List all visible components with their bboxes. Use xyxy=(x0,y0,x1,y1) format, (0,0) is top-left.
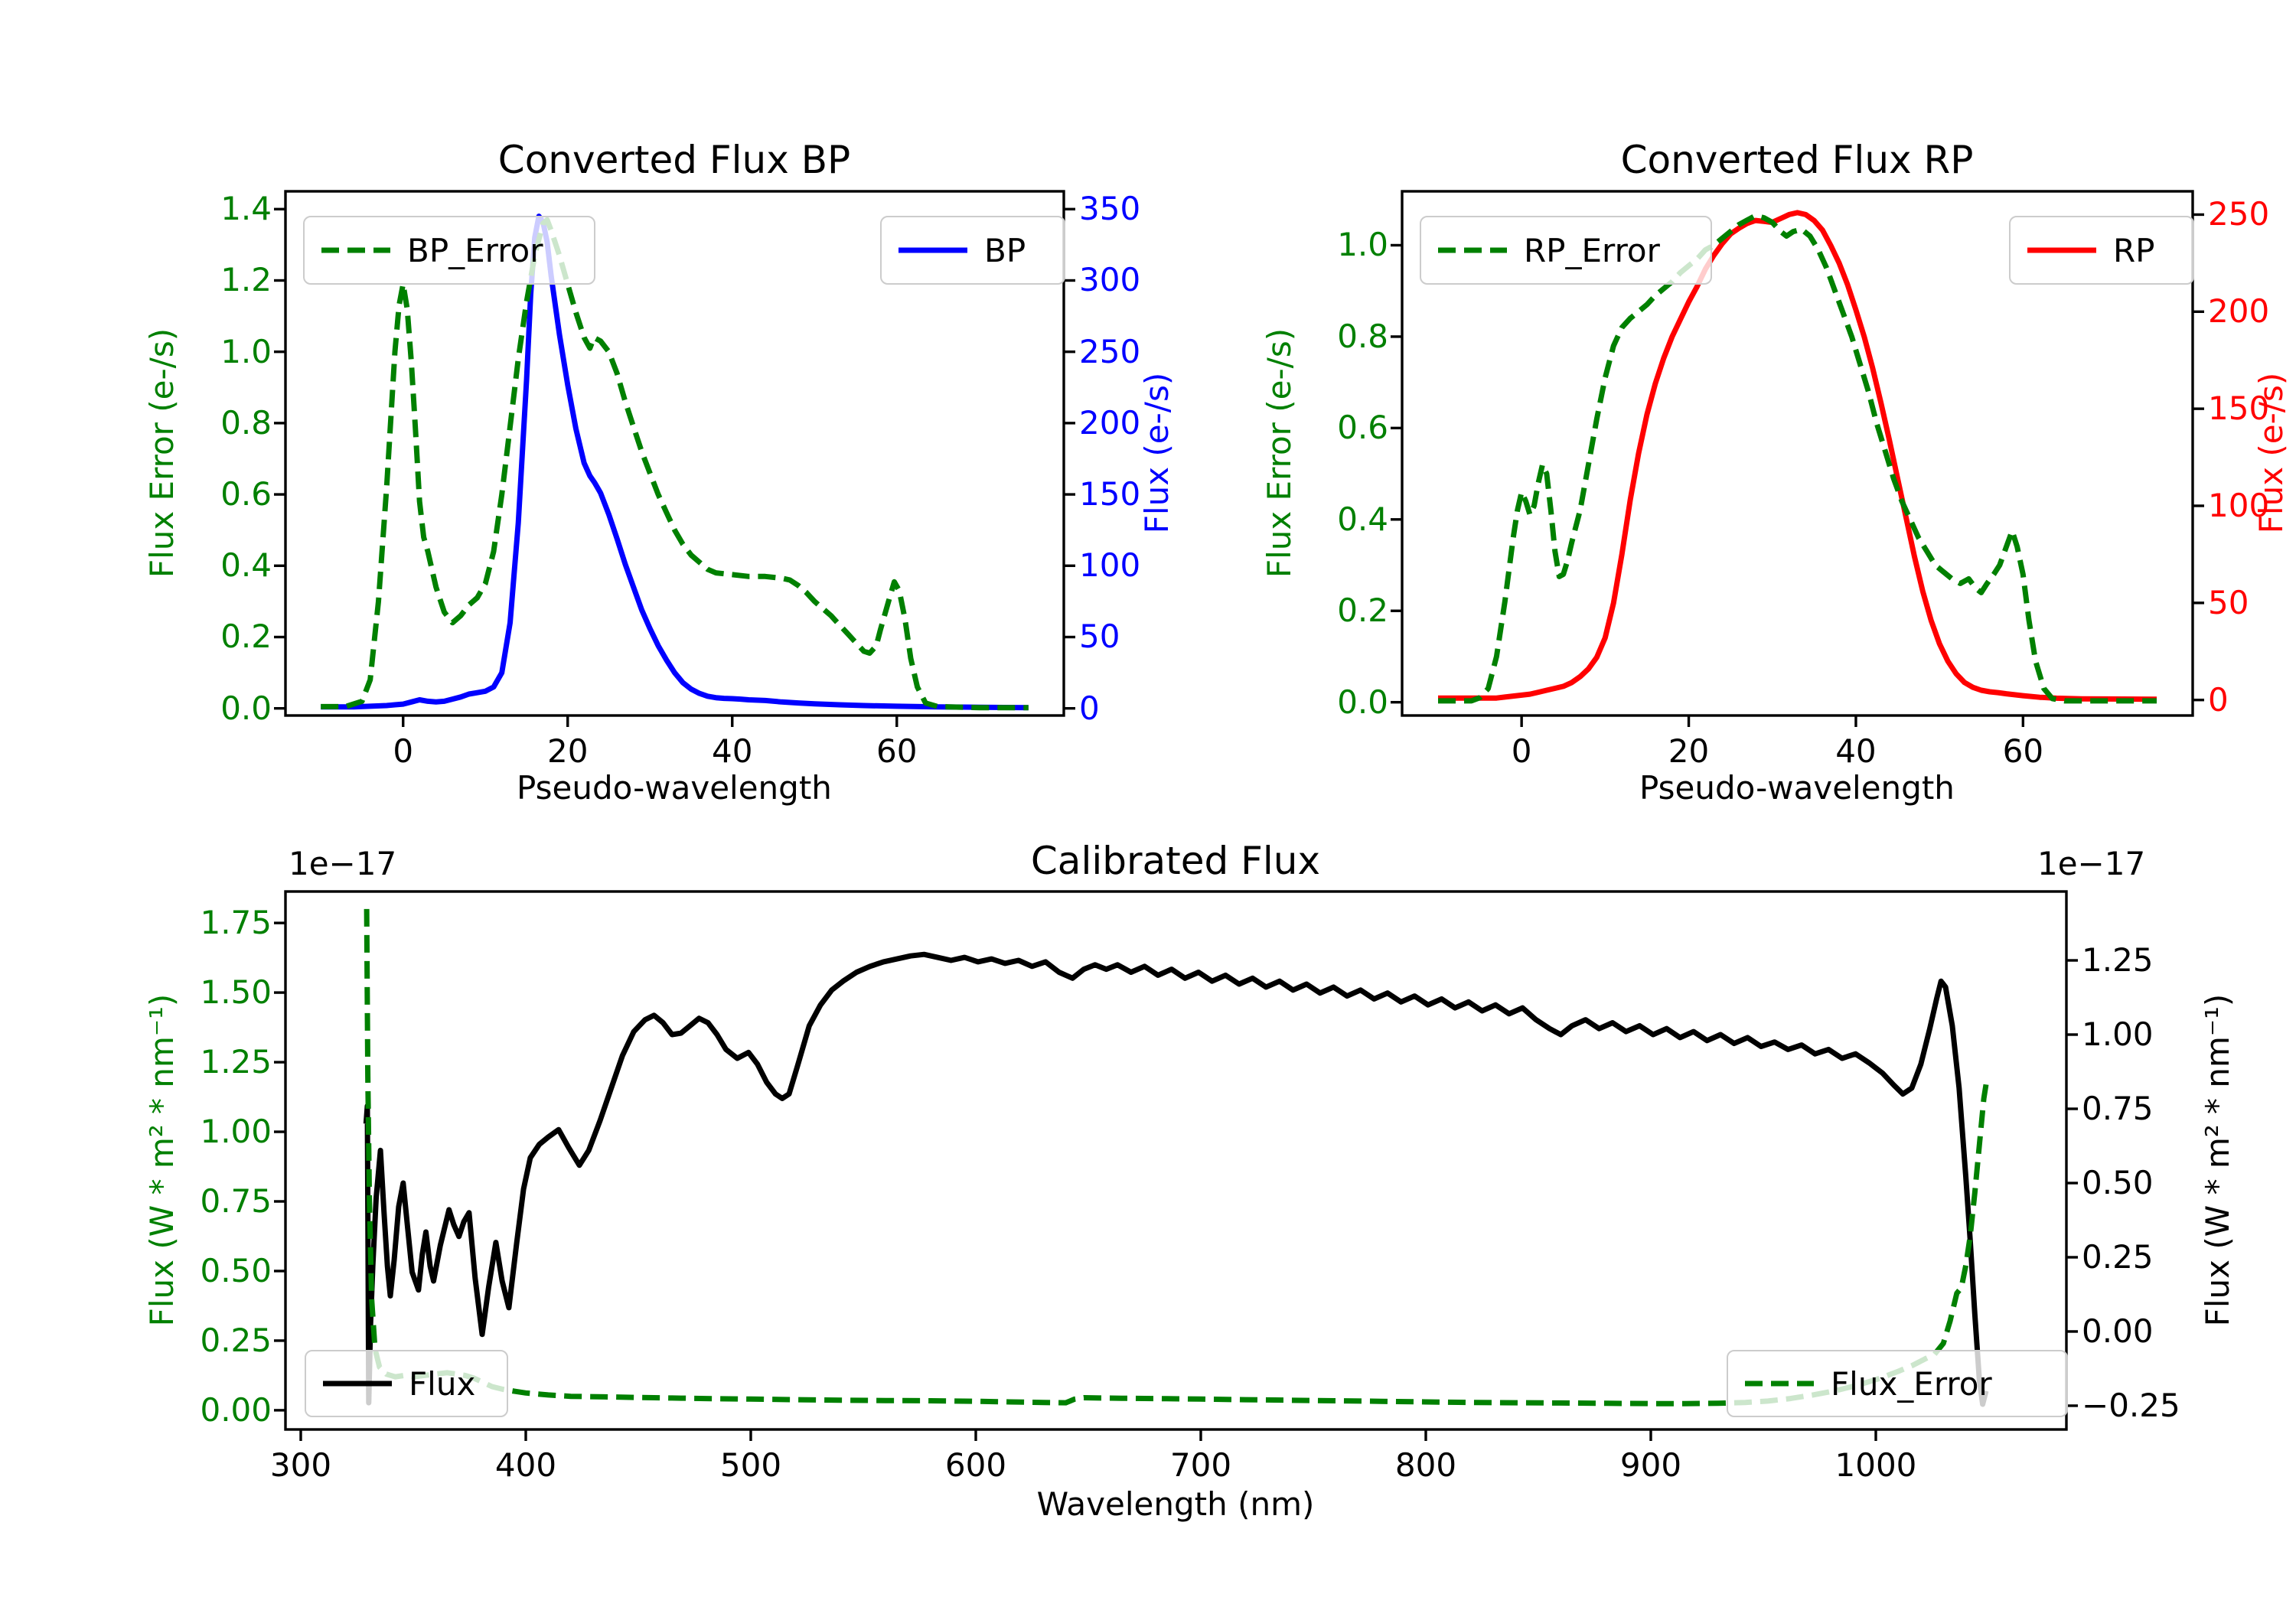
left-y-axis-label: Flux (W * m² * nm⁻¹) xyxy=(143,993,181,1327)
legend-label: BP_Error xyxy=(407,231,543,269)
left-y-tick-label: 0.2 xyxy=(220,618,272,656)
series-line-bp xyxy=(321,214,1029,711)
x-tick-label: 0 xyxy=(1511,732,1532,770)
axes-spines xyxy=(284,190,1065,717)
series-line-flux_error xyxy=(364,908,1989,1407)
right-y-tick-label: 250 xyxy=(2208,195,2270,233)
series-line-bp_error xyxy=(321,217,1029,711)
x-tick-label: 60 xyxy=(876,732,918,770)
legend-sample-line xyxy=(1745,1380,1814,1387)
x-tick-label: 40 xyxy=(712,732,753,770)
right-axis-offset-label: 1e−17 xyxy=(2037,845,2146,882)
legend-label: BP xyxy=(984,231,1026,269)
right-y-tick-label: 250 xyxy=(1079,332,1141,370)
x-tick-label: 1000 xyxy=(1835,1446,1917,1484)
left-axis-offset-label: 1e−17 xyxy=(289,845,397,882)
x-tick-label: 400 xyxy=(494,1446,557,1484)
x-tick-label: 20 xyxy=(547,732,589,770)
x-tick-label: 900 xyxy=(1619,1446,1682,1484)
right-y-tick-label: 0.25 xyxy=(2082,1237,2154,1276)
x-tick-label: 600 xyxy=(944,1446,1007,1484)
legend-label: RP_Error xyxy=(1524,231,1660,269)
x-tick-label: 700 xyxy=(1169,1446,1232,1484)
x-axis-label: Pseudo-wavelength xyxy=(517,769,832,807)
right-y-tick-label: −0.25 xyxy=(2082,1386,2180,1424)
right-y-tick-label: 100 xyxy=(1079,546,1141,585)
right-y-tick-label: 200 xyxy=(2208,292,2270,331)
series-line-rp_error xyxy=(1438,213,2157,704)
left-y-tick-label: 0.4 xyxy=(1337,500,1388,538)
legend-flux: Flux xyxy=(305,1350,508,1417)
axes-spines xyxy=(1401,190,2194,717)
right-y-tick-label: 0.00 xyxy=(2082,1312,2154,1350)
left-y-tick-label: 0.6 xyxy=(1337,409,1388,447)
left-y-tick-label: 0.6 xyxy=(220,475,272,513)
left-y-tick-label: 0.0 xyxy=(220,689,272,727)
chart-title: Calibrated Flux xyxy=(1030,839,1321,883)
x-tick-label: 40 xyxy=(1835,732,1877,770)
right-y-tick-label: 0.50 xyxy=(2082,1163,2154,1201)
legend-label: RP xyxy=(2113,231,2155,269)
left-y-tick-label: 1.4 xyxy=(220,190,272,228)
right-y-axis-label: Flux (W * m² * nm⁻¹) xyxy=(2199,993,2236,1327)
legend-sample-line xyxy=(1438,247,1507,253)
left-y-tick-label: 0.8 xyxy=(220,403,272,442)
legend-bp: BP xyxy=(880,216,1065,285)
right-y-tick-label: 50 xyxy=(2208,583,2249,621)
chart-title: Converted Flux BP xyxy=(497,138,851,182)
right-y-tick-label: 0.75 xyxy=(2082,1089,2154,1127)
x-axis-label: Pseudo-wavelength xyxy=(1639,769,1955,807)
left-y-tick-label: 1.25 xyxy=(200,1043,272,1081)
right-y-tick-label: 300 xyxy=(1079,261,1141,299)
right-y-tick-label: 50 xyxy=(1079,618,1120,656)
right-y-tick-label: 1.00 xyxy=(2082,1015,2154,1053)
left-y-tick-label: 0.0 xyxy=(1337,683,1388,721)
axes-spines xyxy=(284,890,2068,1431)
left-y-tick-label: 0.2 xyxy=(1337,592,1388,630)
left-y-tick-label: 1.00 xyxy=(200,1113,272,1151)
right-y-tick-label: 150 xyxy=(1079,475,1141,513)
x-tick-label: 500 xyxy=(719,1446,782,1484)
left-y-tick-label: 0.50 xyxy=(200,1251,272,1289)
left-y-tick-label: 1.0 xyxy=(220,332,272,370)
left-y-tick-label: 0.75 xyxy=(200,1182,272,1220)
left-y-tick-label: 1.75 xyxy=(200,904,272,942)
legend-label: Flux xyxy=(409,1364,476,1403)
left-y-tick-label: 0.25 xyxy=(200,1321,272,1359)
x-tick-label: 300 xyxy=(269,1446,332,1484)
legend-sample-line xyxy=(899,247,967,253)
x-axis-label: Wavelength (nm) xyxy=(1036,1485,1315,1523)
right-y-tick-label: 150 xyxy=(2208,390,2270,428)
left-y-tick-label: 1.50 xyxy=(200,973,272,1012)
right-y-tick-label: 0 xyxy=(1079,689,1100,727)
right-y-tick-label: 200 xyxy=(1079,403,1141,442)
series-line-flux xyxy=(363,951,1989,1407)
right-y-tick-label: 350 xyxy=(1079,190,1141,228)
x-tick-label: 0 xyxy=(393,732,414,770)
legend-label: Flux_Error xyxy=(1831,1364,1992,1403)
chart-title: Converted Flux RP xyxy=(1620,138,1974,182)
right-y-tick-label: 1.25 xyxy=(2082,941,2154,979)
x-tick-label: 800 xyxy=(1394,1446,1457,1484)
legend-flux_error: Flux_Error xyxy=(1727,1350,2068,1417)
legend-sample-line xyxy=(2027,247,2096,253)
left-y-tick-label: 1.0 xyxy=(1337,226,1388,264)
left-y-tick-label: 0.8 xyxy=(1337,317,1388,355)
legend-bp_error: BP_Error xyxy=(303,216,595,285)
legend-rp_error: RP_Error xyxy=(1420,216,1712,285)
left-y-tick-label: 0.00 xyxy=(200,1390,272,1429)
x-tick-label: 20 xyxy=(1668,732,1710,770)
left-y-tick-label: 0.4 xyxy=(220,546,272,585)
legend-sample-line xyxy=(323,1380,392,1387)
right-y-tick-label: 0 xyxy=(2208,680,2229,719)
x-tick-label: 60 xyxy=(2002,732,2044,770)
legend-sample-line xyxy=(321,247,390,253)
legend-rp: RP xyxy=(2009,216,2194,285)
right-y-tick-label: 100 xyxy=(2208,487,2270,524)
left-y-tick-label: 1.2 xyxy=(220,261,272,299)
